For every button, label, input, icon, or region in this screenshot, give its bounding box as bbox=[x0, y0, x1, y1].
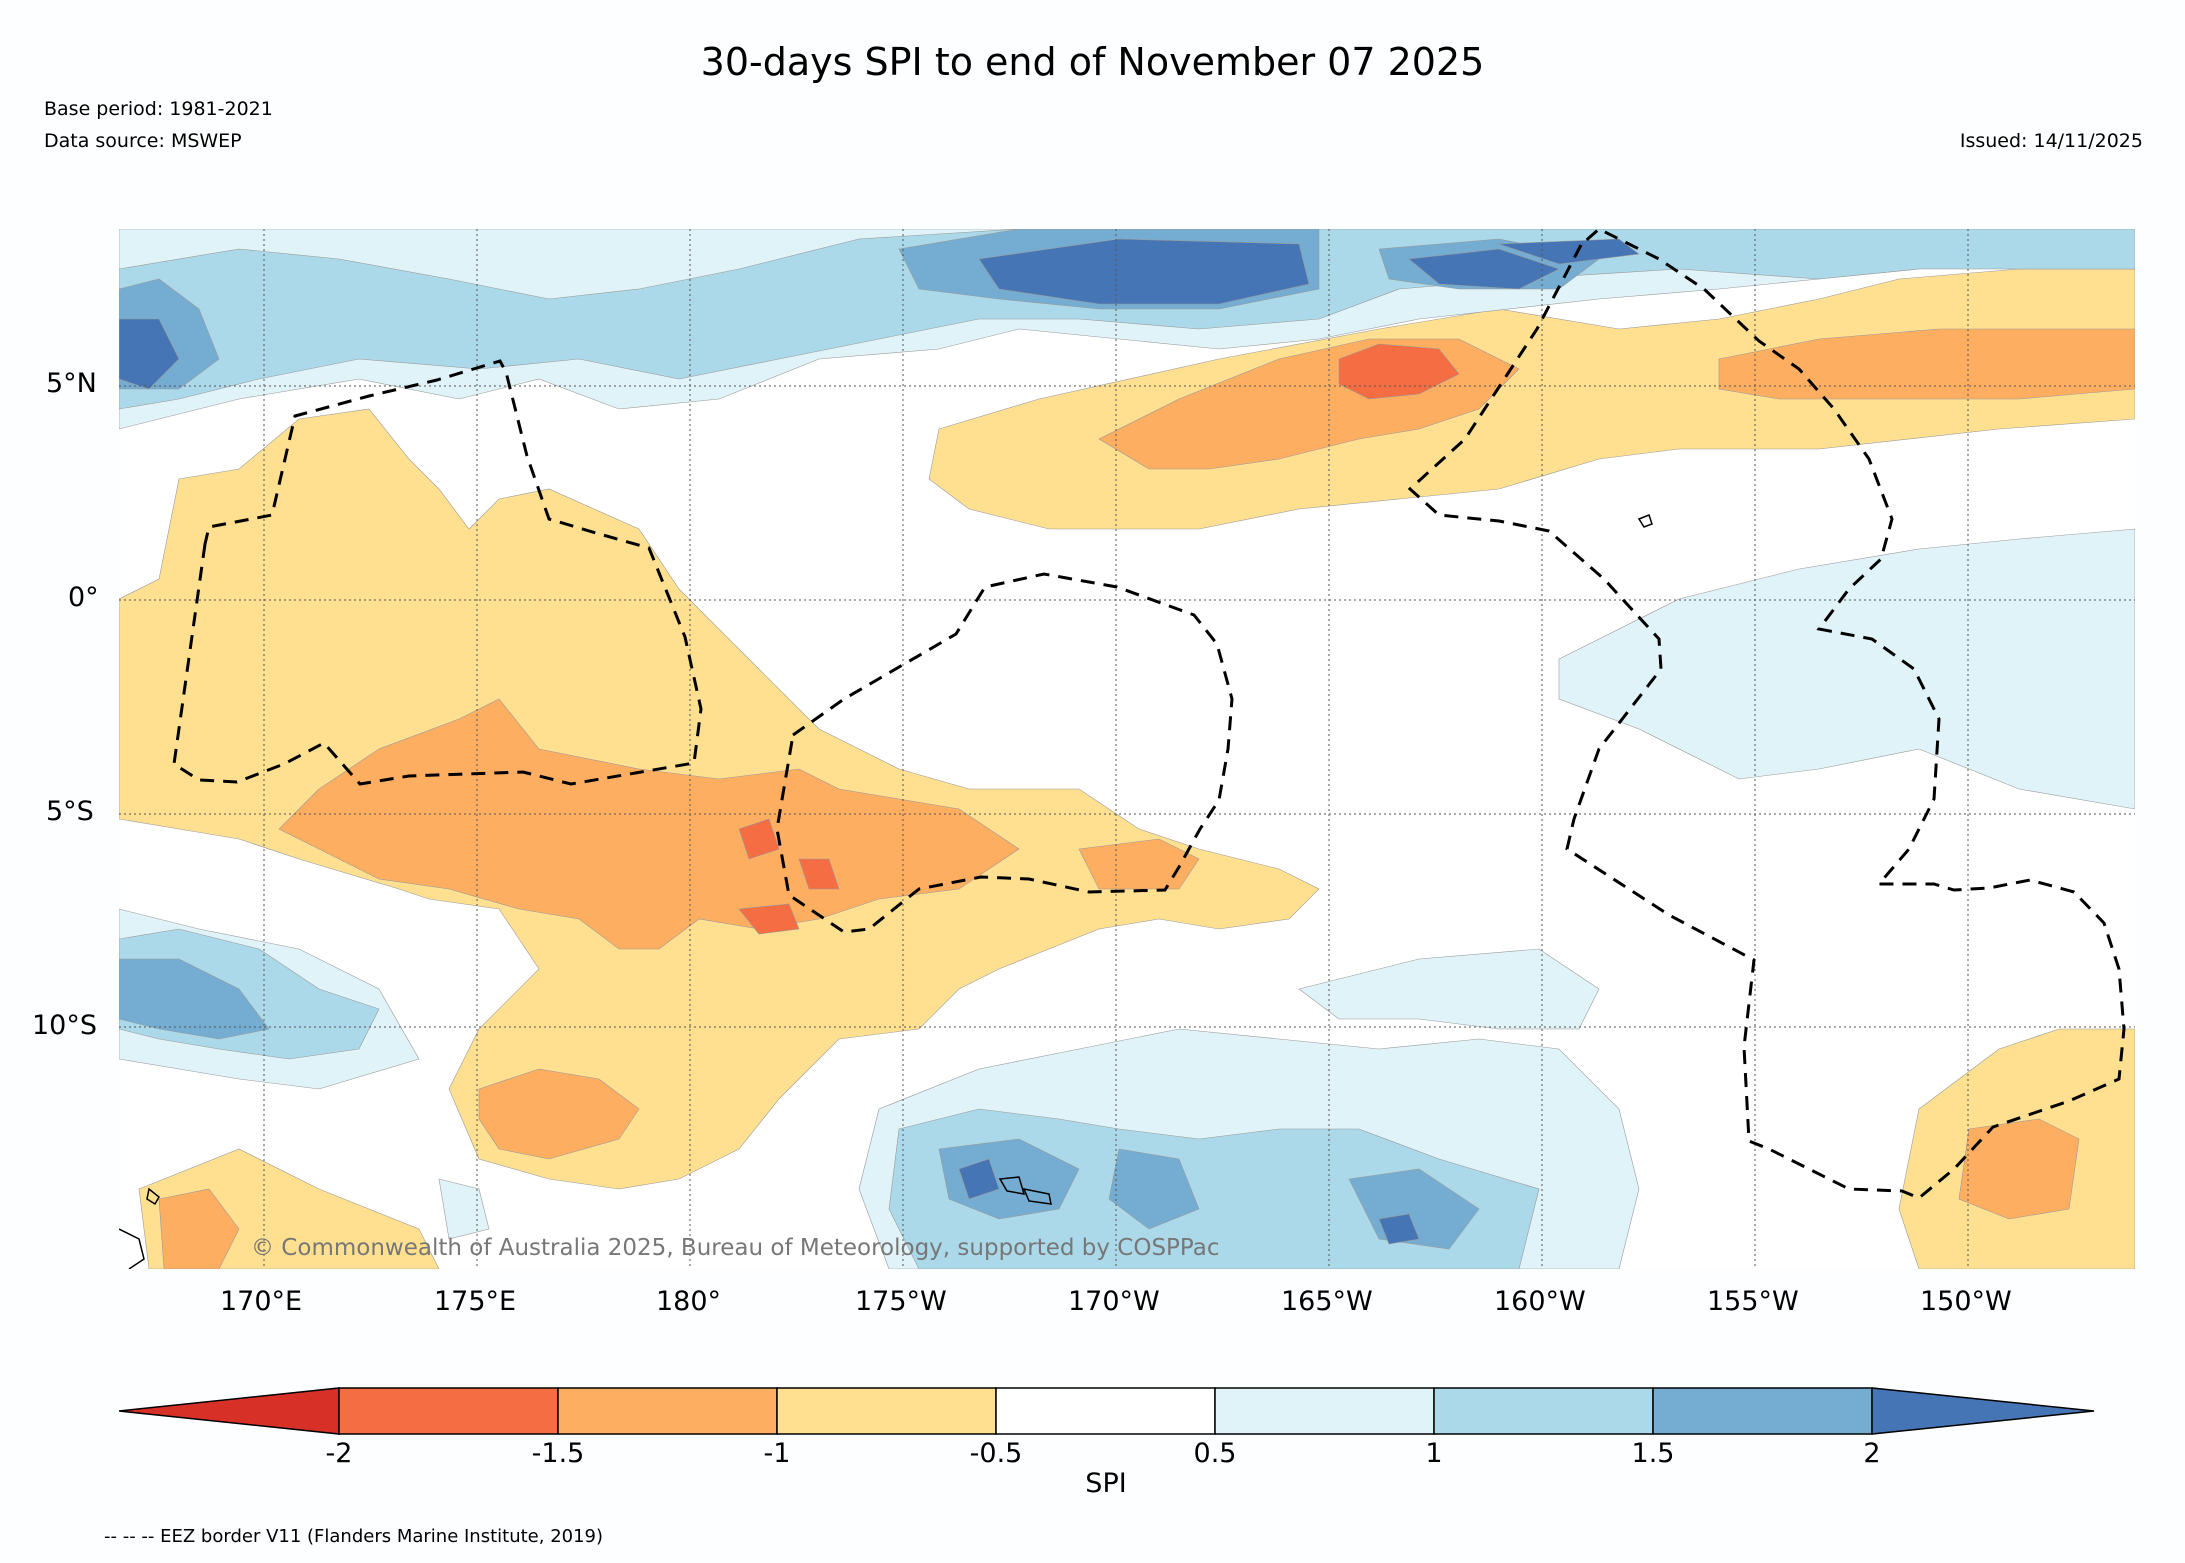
colorbar-tick: 2 bbox=[1863, 1438, 1881, 1469]
colorbar-tick: -0.5 bbox=[969, 1438, 1023, 1469]
eez-legend: -- -- -- EEZ border V11 (Flanders Marine… bbox=[104, 1526, 604, 1547]
base-period: Base period: 1981-2021 bbox=[44, 98, 273, 120]
lon-label-150w: 150°W bbox=[1920, 1286, 2012, 1317]
colorbar-tick: 1.5 bbox=[1631, 1438, 1675, 1469]
lat-label-5s: 5°S bbox=[46, 796, 94, 827]
colorbar-tick: -1 bbox=[763, 1438, 791, 1469]
colorbar-bin-p1-p15 bbox=[1433, 1387, 1654, 1435]
lon-label-180: 180° bbox=[656, 1286, 722, 1317]
colorbar-extend-high bbox=[1871, 1387, 2095, 1435]
colorbar-bin-neutral bbox=[995, 1387, 1216, 1435]
lon-label-160w: 160°W bbox=[1494, 1286, 1586, 1317]
lat-label-0: 0° bbox=[68, 582, 99, 613]
colorbar-tick: -1.5 bbox=[531, 1438, 585, 1469]
lon-label-175w: 175°W bbox=[855, 1286, 947, 1317]
lat-label-10s: 10°S bbox=[32, 1010, 97, 1041]
spi-colorbar bbox=[119, 1387, 2095, 1435]
colorbar-bin-m1-m05 bbox=[776, 1387, 997, 1435]
map-gridlines bbox=[119, 229, 2135, 1269]
lon-label-170w: 170°W bbox=[1068, 1286, 1160, 1317]
map-title: 30-days SPI to end of November 07 2025 bbox=[700, 40, 1485, 84]
islands bbox=[119, 514, 1653, 1269]
colorbar-title: SPI bbox=[1085, 1468, 1127, 1499]
issued-date: Issued: 14/11/2025 bbox=[1959, 130, 2143, 152]
colorbar-bin-p15-p2 bbox=[1652, 1387, 1873, 1435]
eez-borders bbox=[172, 229, 2126, 1200]
spi-wet-extreme bbox=[119, 238, 1640, 1245]
colorbar-tick: 0.5 bbox=[1193, 1438, 1237, 1469]
colorbar-extend-low bbox=[119, 1387, 340, 1435]
lon-label-155w: 155°W bbox=[1707, 1286, 1799, 1317]
data-source: Data source: MSWEP bbox=[44, 130, 242, 152]
spi-map: © Commonwealth of Australia 2025, Bureau… bbox=[119, 229, 2135, 1269]
lon-label-165w: 165°W bbox=[1281, 1286, 1373, 1317]
colorbar-bin-p05-p1 bbox=[1214, 1387, 1435, 1435]
lon-label-170e: 170°E bbox=[220, 1286, 303, 1317]
colorbar-bin-m2-m15 bbox=[338, 1387, 559, 1435]
colorbar-bin-m15-m1 bbox=[557, 1387, 778, 1435]
colorbar-tick: 1 bbox=[1425, 1438, 1443, 1469]
spi-dry-extreme bbox=[738, 343, 1460, 935]
lat-label-5n: 5°N bbox=[46, 368, 97, 399]
copyright-notice: © Commonwealth of Australia 2025, Bureau… bbox=[251, 1235, 1220, 1261]
lon-label-175e: 175°E bbox=[434, 1286, 517, 1317]
colorbar-tick: -2 bbox=[325, 1438, 353, 1469]
